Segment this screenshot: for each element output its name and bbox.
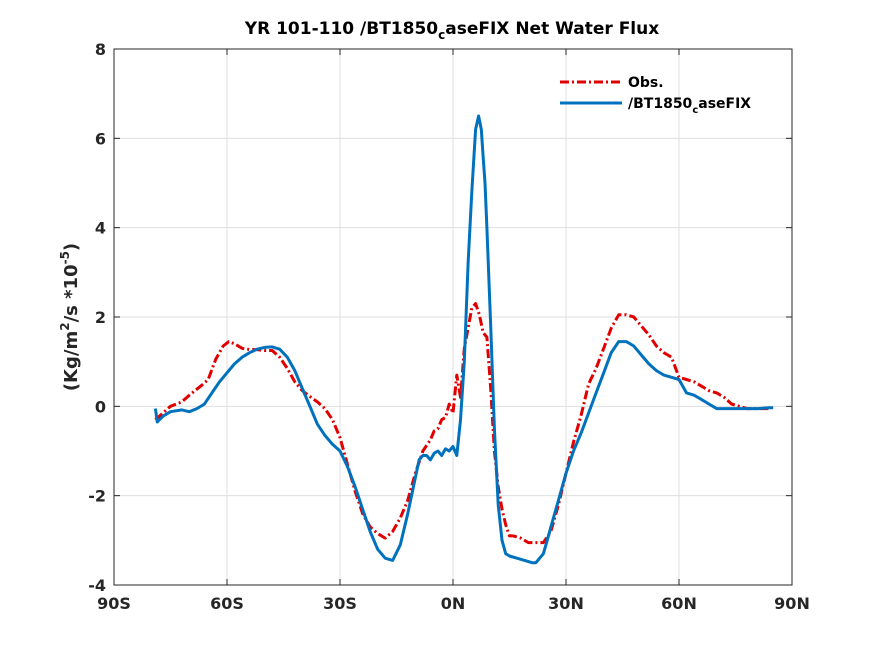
series-layer (153, 114, 774, 565)
x-tick-label: 90S (97, 594, 131, 613)
y-tick-label: 8 (95, 40, 106, 59)
legend: Obs. /BT1850caseFIX (560, 75, 751, 116)
x-tick-label: 0N (441, 594, 466, 613)
x-tick-label: 60N (661, 594, 697, 613)
y-tick-label: 2 (95, 308, 106, 327)
y-axis-label: (Kg/m2/s *10-5) (58, 243, 82, 391)
y-tick-label: 0 (95, 397, 106, 416)
chart-title: YR 101-110 /BT1850caseFIX Net Water Flux (244, 19, 659, 42)
legend-label-obs: Obs. (628, 75, 664, 91)
y-tick-label: -4 (88, 576, 106, 595)
legend-label-model: /BT1850caseFIX (628, 96, 751, 116)
x-tick-labels: 90S 60S 30S 0N 30N 60N 90N (97, 594, 810, 613)
axis-ticks (113, 48, 793, 586)
x-tick-label: 30S (323, 594, 357, 613)
y-tick-label: 6 (95, 129, 106, 148)
x-tick-label: 30N (548, 594, 584, 613)
series-line-1 (153, 114, 774, 565)
y-tick-label: -2 (88, 487, 106, 506)
x-tick-label: 90N (774, 594, 810, 613)
series-line-0 (154, 302, 770, 545)
y-tick-labels: -4 -2 0 2 4 6 8 (88, 40, 106, 595)
y-tick-label: 4 (95, 219, 106, 238)
x-tick-label: 60S (210, 594, 244, 613)
